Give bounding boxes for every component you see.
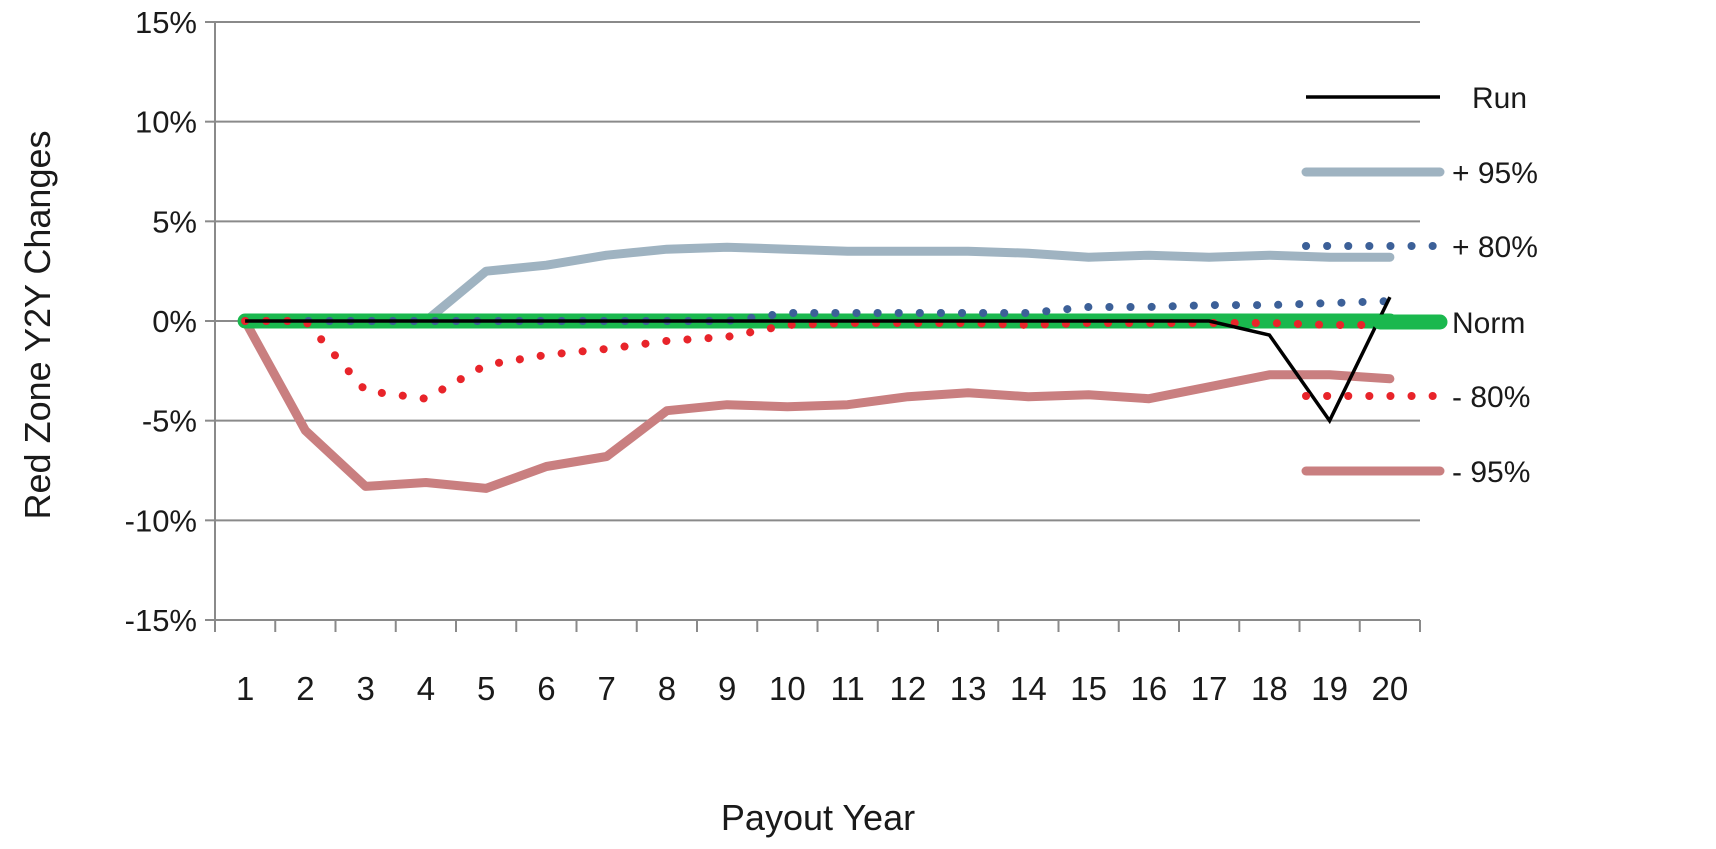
legend-label: - 95% xyxy=(1452,456,1530,489)
legend-label: Run xyxy=(1472,82,1527,115)
y-tick-label: -5% xyxy=(142,404,197,439)
legend-label: Norm xyxy=(1452,307,1525,340)
x-tick-label: 7 xyxy=(597,670,615,707)
legend-label: - 80% xyxy=(1452,381,1530,414)
y-tick-label: -15% xyxy=(125,603,197,638)
x-tick-label: 3 xyxy=(356,670,374,707)
x-tick-label: 15 xyxy=(1070,670,1107,707)
x-tick-label: 10 xyxy=(769,670,806,707)
x-tick-labels: 1 2 3 4 5 6 7 8 9 10 11 12 13 14 15 16 17 18 19 20 xyxy=(236,670,1408,707)
x-tick-label: 8 xyxy=(658,670,676,707)
x-tick-label: 1 xyxy=(236,670,254,707)
x-tick-label: 6 xyxy=(537,670,555,707)
x-tick-label: 16 xyxy=(1131,670,1168,707)
legend-label: + 80% xyxy=(1452,231,1538,264)
y-axis-title: Red Zone Y2Y Changes xyxy=(17,131,58,520)
x-tick-label: 19 xyxy=(1311,670,1348,707)
x-tick-label: 13 xyxy=(950,670,987,707)
legend: Run + 95% + 80% Norm - 80% - 95% xyxy=(1301,82,1538,489)
x-axis-title: Payout Year xyxy=(721,797,915,838)
series-line-95-plus xyxy=(240,242,1395,326)
x-tick-label: 2 xyxy=(296,670,314,707)
y-tick-label: 10% xyxy=(135,105,197,140)
series-line-95-minus xyxy=(240,316,1395,493)
x-tick-label: 18 xyxy=(1251,670,1288,707)
x-tick-label: 11 xyxy=(830,670,864,707)
x-tick-label: 5 xyxy=(477,670,495,707)
y-tick-label: -10% xyxy=(125,503,197,538)
x-tick-label: 12 xyxy=(890,670,927,707)
series-lines xyxy=(237,242,1398,493)
x-tick-label: 17 xyxy=(1191,670,1228,707)
axes xyxy=(205,21,1421,632)
x-tick-label: 4 xyxy=(417,670,435,707)
x-tick-label: 20 xyxy=(1372,670,1409,707)
x-tick-label: 14 xyxy=(1010,670,1047,707)
y-tick-label: 0% xyxy=(152,304,197,339)
x-tick-label: 9 xyxy=(718,670,736,707)
y-tick-label: 5% xyxy=(152,204,197,239)
series-line-run xyxy=(245,296,1392,425)
y-tick-labels: 15% 10% 5% 0% -5% -10% -15% xyxy=(125,5,197,638)
legend-label: + 95% xyxy=(1452,157,1538,190)
y-tick-label: 15% xyxy=(135,5,197,40)
